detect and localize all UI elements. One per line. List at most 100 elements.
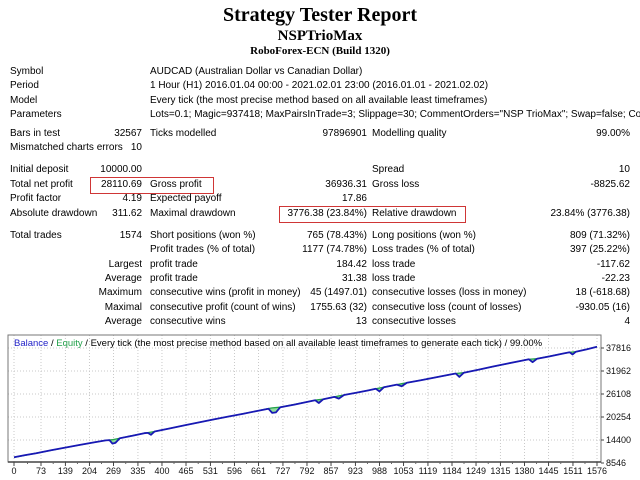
expert-name: NSPTrioMax	[277, 28, 363, 44]
table-row: Total trades 1574 Short positions (won %) 7…	[0, 229, 640, 243]
x-tick-label: 923	[348, 466, 363, 476]
y-tick-label: 37816	[606, 343, 631, 353]
x-tick-label: 988	[372, 466, 387, 476]
table-cell: Bars in test	[10, 127, 61, 139]
table-cell: 4	[624, 316, 630, 328]
legend-separator: /	[48, 338, 56, 349]
x-tick-label: 792	[299, 466, 314, 476]
page-title: Strategy Tester Report	[222, 4, 418, 26]
chart-legend: Balance / Equity / Every tick (the most …	[14, 338, 543, 349]
table-cell: consecutive loss (count of losses)	[372, 301, 522, 313]
table-row: Parameters Lots=0.1; Magic=937418; MaxPai…	[0, 108, 640, 122]
table-cell: loss trade	[372, 273, 416, 285]
balance-equity-chart: 0 73 139 204 269 335 400 465 531 596 661 727 792 857 9…	[0, 333, 640, 480]
x-tick-label: 1184	[442, 466, 461, 476]
table-cell: 28110.69	[101, 178, 142, 190]
table-cell: -8825.62	[590, 178, 630, 190]
x-tick-label: 727	[275, 466, 290, 476]
table-cell: 10	[130, 141, 142, 153]
table-row: Initial deposit 10000.00 Spread 10	[0, 163, 640, 177]
legend-description: / Every tick (the most precise method ba…	[83, 338, 543, 349]
y-tick-label: 14400	[606, 435, 631, 445]
table-row: Symbol AUDCAD (Australian Dollar vs Canad…	[0, 65, 640, 79]
table-cell: Initial deposit	[10, 164, 69, 176]
x-tick-label: 204	[82, 466, 97, 476]
table-cell: Mismatched charts errors	[10, 141, 123, 153]
table-cell: Loss trades (% of total)	[372, 244, 475, 256]
table-cell: 4.19	[122, 193, 142, 205]
table-cell: Largest	[108, 258, 142, 270]
table-cell: Maximum	[98, 287, 142, 299]
x-tick-label: 1119	[419, 466, 438, 476]
table-cell: consecutive profit (count of wins)	[150, 301, 296, 313]
table-cell: 1177 (74.78%)	[302, 244, 367, 256]
balance-chart: 0 73 139 204 269 335 400 465 531 596 661 727 792 857 9…	[0, 333, 640, 480]
report-section-results: Initial deposit 10000.00 Spread 10 Total net…	[0, 163, 640, 223]
table-cell: Short positions (won %)	[150, 229, 256, 241]
table-row: Absolute drawdown 311.62 Maximal drawdown 3…	[0, 205, 640, 223]
table-cell: 1755.63 (32)	[310, 301, 367, 313]
table-cell: Lots=0.1; Magic=937418; MaxPairsInTrade=…	[150, 109, 640, 121]
report-section-trades: Total trades 1574 Short positions (won %) 7…	[0, 229, 640, 330]
x-tick-label: 661	[251, 466, 266, 476]
x-tick-label: 1380	[514, 466, 534, 476]
x-tick-label: 596	[227, 466, 242, 476]
table-cell: Gross loss	[372, 178, 420, 190]
table-cell: Gross profit	[150, 178, 202, 190]
table-cell: Period	[10, 80, 39, 92]
x-tick-label: 465	[178, 466, 193, 476]
table-cell: profit trade	[150, 258, 198, 270]
table-cell: 17.86	[341, 193, 367, 205]
x-tick-label: 1576	[587, 466, 607, 476]
table-cell: 765 (78.43%)	[306, 229, 367, 241]
report-table: Symbol AUDCAD (Australian Dollar vs Canad…	[0, 65, 640, 330]
y-tick-label: 26108	[606, 389, 631, 399]
legend-balance-label: Balance	[14, 338, 48, 349]
table-cell: 36936.31	[325, 178, 367, 190]
x-tick-label: 73	[36, 466, 46, 476]
table-cell: 31.38	[341, 273, 367, 285]
table-row: Period 1 Hour (H1) 2016.01.04 00:00 - 202…	[0, 79, 640, 93]
table-cell: Model	[10, 94, 38, 106]
x-tick-label: 1053	[394, 466, 414, 476]
table-cell: 32567	[114, 127, 142, 139]
report-section-setup: Symbol AUDCAD (Australian Dollar vs Canad…	[0, 65, 640, 123]
table-cell: loss trade	[372, 258, 416, 270]
table-cell: 1574	[119, 229, 142, 241]
table-cell: 23.84% (3776.38)	[550, 207, 630, 219]
table-row: Average consecutive wins 13 consecutive los…	[0, 315, 640, 329]
table-cell: 809 (71.32%)	[569, 229, 630, 241]
table-cell: 13	[355, 316, 367, 328]
table-cell: 10	[618, 164, 630, 176]
x-tick-label: 0	[11, 466, 16, 476]
x-tick-label: 1249	[466, 466, 486, 476]
table-row: Profit factor 4.19 Expected payoff 17.86	[0, 192, 640, 206]
table-cell: consecutive wins	[150, 316, 226, 328]
table-cell: Symbol	[10, 66, 44, 77]
table-cell: -22.23	[601, 273, 630, 285]
balance-line	[13, 345, 598, 459]
table-cell: Total net profit	[10, 178, 73, 190]
table-row: Model Every tick (the most precise method…	[0, 94, 640, 108]
table-row: Bars in test 32567 Ticks modelled 97896901 M…	[0, 127, 640, 141]
y-tick-label: 20254	[606, 412, 631, 422]
y-tick-label: 8546	[606, 458, 626, 468]
table-cell: 45 (1497.01)	[310, 287, 367, 299]
table-cell: Spread	[372, 164, 405, 176]
report-header: Strategy Tester Report NSPTrioMax RoboFo…	[0, 0, 640, 58]
table-cell: Parameters	[10, 109, 62, 121]
table-cell: AUDCAD (Australian Dollar vs Canadian Do…	[150, 66, 363, 77]
table-cell: Ticks modelled	[150, 127, 217, 139]
x-tick-label: 857	[324, 466, 339, 476]
table-cell: Expected payoff	[150, 193, 222, 205]
table-row: Mismatched charts errors 10	[0, 141, 640, 155]
x-tick-label: 269	[106, 466, 121, 476]
table-cell: Long positions (won %)	[372, 229, 476, 241]
table-cell: 18 (-618.68)	[575, 287, 630, 299]
table-cell: Maximal drawdown	[150, 207, 236, 219]
table-cell: 3776.38 (23.84%)	[287, 207, 367, 219]
table-cell: Relative drawdown	[372, 207, 457, 219]
table-row: Maximal consecutive profit (count of wins…	[0, 301, 640, 315]
table-row: Profit trades (% of total) 1177 (74.78%) L…	[0, 243, 640, 257]
